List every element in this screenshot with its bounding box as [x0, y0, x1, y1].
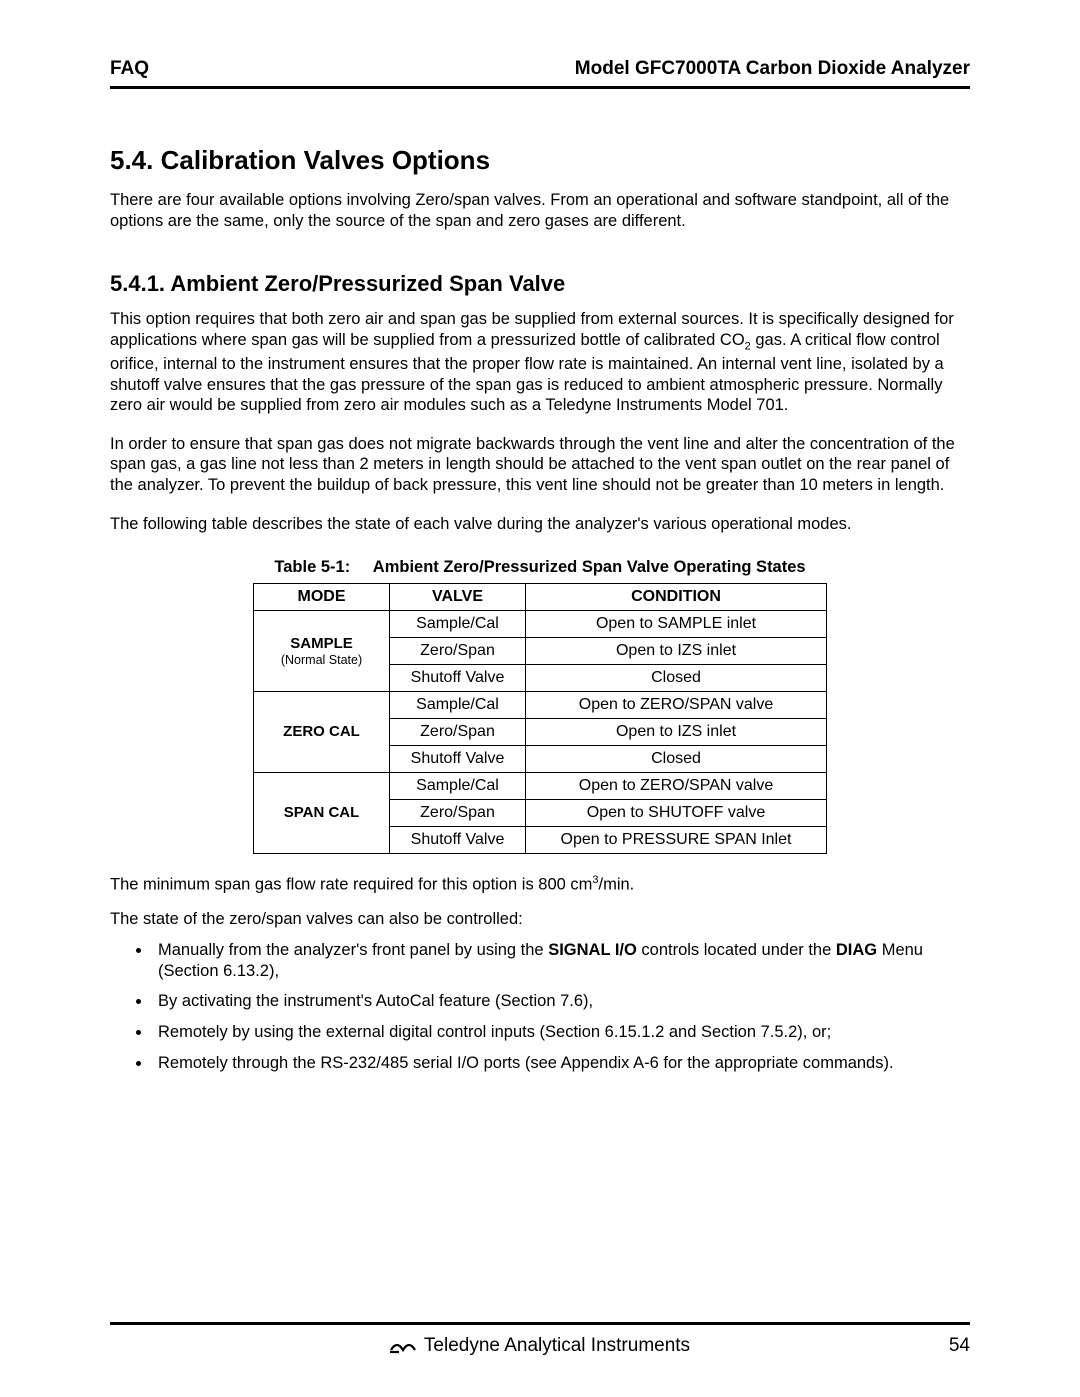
- table-row: SAMPLE (Normal State) Sample/Cal Open to…: [254, 611, 827, 638]
- valve-cell: Zero/Span: [390, 638, 526, 665]
- table-label: Table 5-1:: [274, 558, 350, 576]
- subsection-title: Ambient Zero/Pressurized Span Valve: [170, 271, 565, 296]
- valve-cell: Sample/Cal: [390, 773, 526, 800]
- subsection-number: 5.4.1.: [110, 271, 165, 296]
- table-caption: Table 5-1: Ambient Zero/Pressurized Span…: [110, 558, 970, 577]
- mode-sub: (Normal State): [264, 653, 379, 667]
- text-fragment: controls located under the: [637, 941, 836, 959]
- table-header-condition: CONDITION: [526, 584, 827, 611]
- mode-cell: SPAN CAL: [254, 773, 390, 854]
- valve-cell: Shutoff Valve: [390, 827, 526, 854]
- text-fragment: /min.: [599, 876, 635, 894]
- list-item: Remotely through the RS-232/485 serial I…: [152, 1053, 970, 1074]
- text-fragment: Manually from the analyzer's front panel…: [158, 941, 548, 959]
- footer-page-number: 54: [949, 1335, 970, 1357]
- list-item: Remotely by using the external digital c…: [152, 1022, 970, 1043]
- bullet-list: Manually from the analyzer's front panel…: [110, 940, 970, 1073]
- body-paragraph: The following table describes the state …: [110, 514, 970, 535]
- body-paragraph: In order to ensure that span gas does no…: [110, 434, 970, 496]
- header-right: Model GFC7000TA Carbon Dioxide Analyzer: [575, 58, 970, 80]
- condition-cell: Open to IZS inlet: [526, 719, 827, 746]
- footer-rule: [110, 1322, 970, 1325]
- page-footer: Teledyne Analytical Instruments 54: [110, 1335, 970, 1357]
- subsection-heading: 5.4.1. Ambient Zero/Pressurized Span Val…: [110, 271, 970, 297]
- bold-text: SIGNAL I/O: [548, 941, 637, 959]
- condition-cell: Open to IZS inlet: [526, 638, 827, 665]
- table-row: ZERO CAL Sample/Cal Open to ZERO/SPAN va…: [254, 692, 827, 719]
- body-paragraph: The minimum span gas flow rate required …: [110, 874, 970, 895]
- valve-cell: Sample/Cal: [390, 692, 526, 719]
- valve-cell: Zero/Span: [390, 800, 526, 827]
- body-paragraph: The state of the zero/span valves can al…: [110, 909, 970, 930]
- valve-states-table: MODE VALVE CONDITION SAMPLE (Normal Stat…: [253, 583, 827, 854]
- list-item: Manually from the analyzer's front panel…: [152, 940, 970, 981]
- condition-cell: Open to SAMPLE inlet: [526, 611, 827, 638]
- section-intro: There are four available options involvi…: [110, 190, 970, 231]
- valve-cell: Sample/Cal: [390, 611, 526, 638]
- valve-cell: Shutoff Valve: [390, 665, 526, 692]
- body-paragraph: This option requires that both zero air …: [110, 309, 970, 416]
- condition-cell: Closed: [526, 665, 827, 692]
- page-header: FAQ Model GFC7000TA Carbon Dioxide Analy…: [110, 58, 970, 89]
- section-number: 5.4.: [110, 145, 153, 175]
- mode-main: SPAN CAL: [284, 804, 360, 821]
- section-heading: 5.4. Calibration Valves Options: [110, 145, 970, 176]
- table-header-mode: MODE: [254, 584, 390, 611]
- condition-cell: Open to ZERO/SPAN valve: [526, 692, 827, 719]
- section-title: Calibration Valves Options: [161, 145, 490, 175]
- condition-cell: Open to SHUTOFF valve: [526, 800, 827, 827]
- list-item: By activating the instrument's AutoCal f…: [152, 991, 970, 1012]
- table-header-valve: VALVE: [390, 584, 526, 611]
- text-fragment: The minimum span gas flow rate required …: [110, 876, 592, 894]
- condition-cell: Closed: [526, 746, 827, 773]
- condition-cell: Open to PRESSURE SPAN Inlet: [526, 827, 827, 854]
- bold-text: DIAG: [836, 941, 877, 959]
- table-header-row: MODE VALVE CONDITION: [254, 584, 827, 611]
- table-title: Ambient Zero/Pressurized Span Valve Oper…: [373, 558, 806, 576]
- valve-cell: Zero/Span: [390, 719, 526, 746]
- table-row: SPAN CAL Sample/Cal Open to ZERO/SPAN va…: [254, 773, 827, 800]
- footer-company: Teledyne Analytical Instruments: [424, 1335, 690, 1357]
- header-left: FAQ: [110, 58, 149, 80]
- mode-cell: ZERO CAL: [254, 692, 390, 773]
- condition-cell: Open to ZERO/SPAN valve: [526, 773, 827, 800]
- mode-cell: SAMPLE (Normal State): [254, 611, 390, 692]
- mode-main: ZERO CAL: [283, 723, 360, 740]
- valve-cell: Shutoff Valve: [390, 746, 526, 773]
- page: FAQ Model GFC7000TA Carbon Dioxide Analy…: [0, 0, 1080, 1397]
- teledyne-logo-icon: [390, 1337, 416, 1355]
- mode-main: SAMPLE: [290, 635, 353, 652]
